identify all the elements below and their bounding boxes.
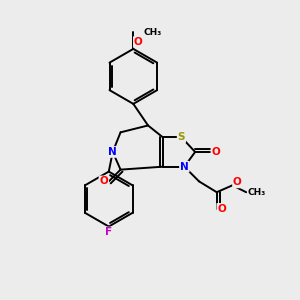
Text: F: F <box>105 227 112 237</box>
Text: N: N <box>180 162 189 172</box>
Text: O: O <box>134 37 142 47</box>
Text: S: S <box>178 132 185 142</box>
Text: O: O <box>217 204 226 214</box>
Text: O: O <box>212 147 220 157</box>
Text: N: N <box>108 147 117 157</box>
Text: CH₃: CH₃ <box>143 28 161 37</box>
Text: CH₃: CH₃ <box>248 188 266 197</box>
Text: O: O <box>100 176 108 186</box>
Text: O: O <box>233 177 242 188</box>
